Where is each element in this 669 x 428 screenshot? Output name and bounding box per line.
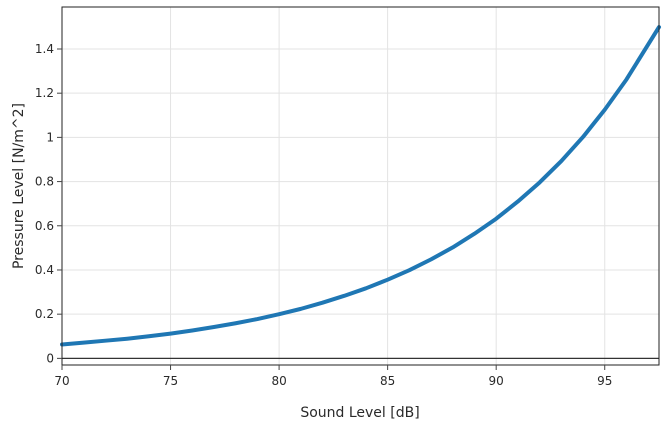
- y-axis-title: Pressure Level [N/m^2]: [11, 103, 27, 269]
- y-tick-label: 0.8: [35, 175, 54, 189]
- x-tick-label: 90: [489, 374, 504, 388]
- y-tick-label: 0.6: [35, 219, 54, 233]
- x-tick-label: 70: [54, 374, 69, 388]
- y-tick-label: 0: [46, 351, 54, 365]
- y-tick-label: 1: [46, 130, 54, 144]
- x-tick-label: 95: [597, 374, 612, 388]
- series-line: [60, 25, 661, 347]
- x-tick-label: 75: [163, 374, 178, 388]
- x-axis-title: Sound Level [dB]: [300, 405, 419, 421]
- y-tick-label: 1.4: [35, 42, 54, 56]
- series-layer: [60, 25, 661, 347]
- x-tick-label: 85: [380, 374, 395, 388]
- x-axis-ticks: 70 75 80 85 90 95: [54, 365, 612, 388]
- y-axis-ticks: 0 0.2 0.4 0.6 0.8 1 1.2 1.4: [35, 42, 62, 365]
- y-tick-label: 1.2: [35, 86, 54, 100]
- x-tick-label: 80: [271, 374, 286, 388]
- gridlines: [61, 7, 659, 365]
- y-tick-label: 0.4: [35, 263, 54, 277]
- plot-frame: [61, 6, 660, 366]
- y-tick-label: 0.2: [35, 307, 54, 321]
